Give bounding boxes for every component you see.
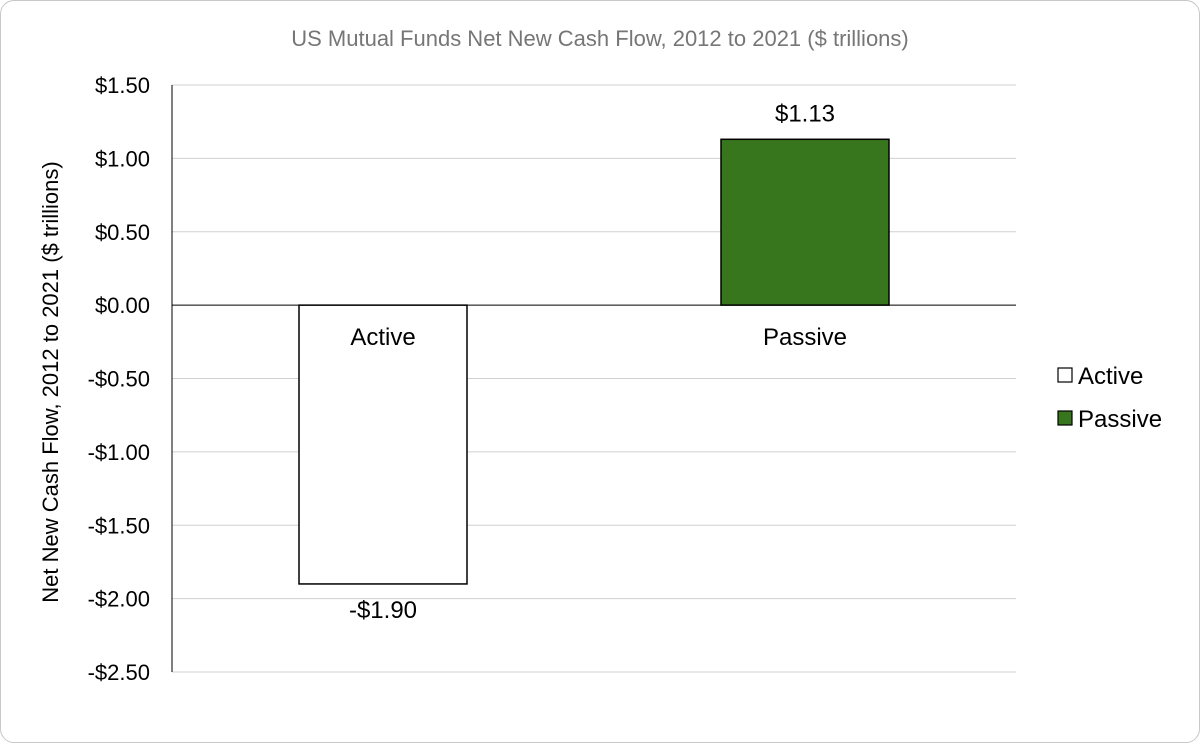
y-tick-label: $1.00	[95, 146, 150, 171]
legend-label: Active	[1078, 363, 1143, 390]
legend-label: Passive	[1078, 406, 1162, 433]
bars	[172, 138, 1016, 585]
y-tick-label: $0.50	[95, 220, 150, 245]
y-tick-label: $1.50	[95, 73, 150, 98]
data-label: $1.13	[775, 100, 835, 127]
category-label: Passive	[763, 324, 847, 351]
y-tick-label: -$0.50	[88, 367, 150, 392]
chart-title: US Mutual Funds Net New Cash Flow, 2012 …	[291, 26, 909, 51]
y-axis-label: Net New Cash Flow, 2012 to 2021 ($ trill…	[38, 161, 63, 602]
y-tick-label: -$1.00	[88, 440, 150, 465]
legend-swatch	[1057, 367, 1073, 383]
bar-passive	[720, 138, 890, 306]
data-label: -$1.90	[349, 597, 417, 624]
data-labels: -$1.90 Active $1.13 Passive	[349, 100, 847, 624]
y-tick-label: -$2.00	[88, 587, 150, 612]
category-label: Active	[350, 324, 415, 351]
legend-swatch	[1057, 410, 1073, 426]
bar-active	[298, 304, 468, 585]
y-tick-label: -$1.50	[88, 513, 150, 538]
y-tick-label: -$2.50	[88, 660, 150, 685]
y-tick-label: $0.00	[95, 293, 150, 318]
y-tick-labels: $1.50 $1.00 $0.50 $0.00 -$0.50 -$1.00 -$1.50 -$…	[88, 73, 150, 685]
legend: Active Passive	[1057, 363, 1162, 433]
